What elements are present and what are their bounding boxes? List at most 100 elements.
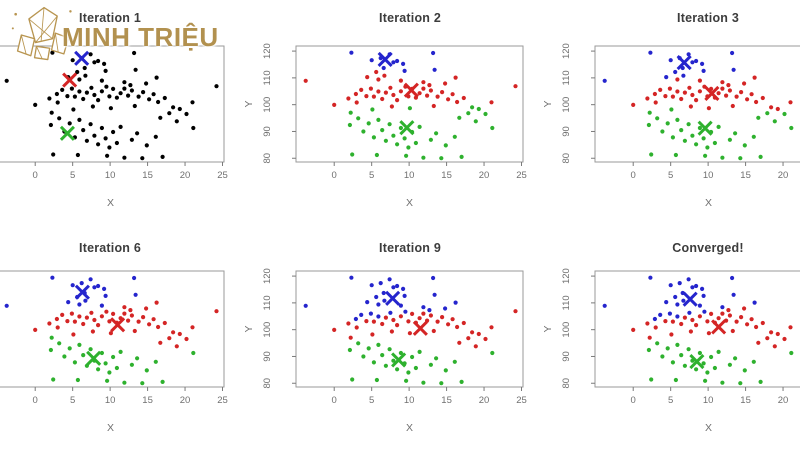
data-point: [398, 303, 403, 308]
data-point: [353, 316, 358, 322]
data-point: [669, 107, 674, 112]
data-point: [83, 73, 88, 78]
data-point: [726, 83, 731, 88]
data-point: [84, 90, 89, 95]
data-point: [141, 315, 146, 320]
data-point: [156, 99, 161, 105]
data-point: [679, 128, 684, 133]
data-point: [51, 377, 56, 382]
data-point: [332, 327, 337, 332]
data-point: [129, 137, 134, 142]
data-point: [88, 52, 93, 57]
data-point: [388, 310, 393, 315]
data-point: [391, 60, 396, 65]
data-point: [48, 122, 54, 128]
data-point: [476, 331, 481, 337]
red-centroid-x-mark: [412, 320, 428, 336]
panel-iteration-1: 0 5 10 15 20 25 X: [0, 45, 228, 209]
data-point: [765, 111, 770, 116]
panel-title-iteration-3: Iteration 3: [677, 11, 739, 25]
data-point: [751, 134, 756, 139]
data-point: [673, 152, 679, 158]
data-point: [376, 89, 381, 94]
data-point: [387, 122, 392, 127]
data-point: [376, 77, 381, 82]
data-point: [730, 50, 735, 56]
data-point: [700, 61, 705, 66]
data-point: [356, 116, 361, 121]
data-point: [133, 292, 138, 297]
data-point: [156, 324, 161, 330]
data-point: [690, 285, 695, 290]
data-point: [122, 86, 127, 91]
data-point: [682, 363, 688, 368]
data-point: [417, 349, 422, 354]
data-point: [49, 335, 54, 340]
data-point: [461, 95, 466, 101]
data-point: [365, 75, 370, 80]
data-point: [648, 275, 653, 280]
data-point: [446, 97, 451, 102]
data-point: [361, 129, 366, 134]
data-point: [374, 294, 379, 300]
data-point: [144, 368, 149, 373]
data-point: [107, 370, 112, 375]
data-point: [62, 354, 67, 359]
data-point: [686, 347, 691, 352]
data-point: [77, 314, 82, 319]
data-point: [730, 103, 735, 109]
data-point: [675, 77, 680, 82]
data-point: [348, 335, 353, 340]
x-tick-label: 15: [441, 395, 452, 406]
data-point: [96, 58, 101, 64]
data-point: [122, 305, 127, 310]
data-point: [136, 319, 141, 324]
y-tick-label: 120: [262, 268, 273, 284]
data-point: [383, 315, 388, 320]
data-point: [670, 94, 676, 99]
data-point: [72, 319, 77, 324]
data-point: [122, 155, 127, 160]
data-point: [434, 131, 439, 136]
x-tick-label: 10: [105, 395, 116, 406]
data-point: [682, 90, 688, 95]
data-point: [144, 81, 149, 86]
data-point: [395, 98, 400, 103]
data-point: [701, 361, 706, 366]
data-point: [33, 102, 38, 107]
data-point: [114, 95, 119, 100]
x-tick-label: 15: [142, 395, 153, 406]
data-point: [667, 86, 673, 91]
x-tick-label: 20: [778, 395, 789, 406]
data-point: [453, 300, 458, 305]
centroids-layer: [377, 51, 419, 136]
data-point: [129, 313, 134, 318]
data-point: [427, 308, 432, 313]
data-point: [775, 331, 780, 337]
data-point: [398, 89, 403, 94]
data-point: [103, 68, 108, 73]
data-point: [720, 80, 725, 85]
data-point: [705, 319, 710, 324]
centroids-layer: [682, 291, 727, 370]
x-tick-label: 20: [479, 395, 490, 406]
data-point: [450, 92, 455, 97]
data-point: [350, 152, 355, 157]
x-tick-label: 5: [70, 395, 75, 406]
blue-centroid-x-mark: [74, 284, 90, 300]
data-point: [421, 155, 426, 160]
data-point: [88, 347, 93, 352]
green-centroid-x-mark: [689, 353, 705, 370]
data-point: [742, 143, 747, 148]
data-point: [79, 281, 84, 286]
data-point: [83, 298, 88, 303]
data-point: [65, 319, 70, 324]
data-point: [92, 317, 97, 323]
data-point: [476, 106, 481, 112]
data-point: [443, 81, 448, 86]
data-point: [668, 58, 673, 63]
data-point: [679, 353, 684, 358]
y-tick-label: 90: [262, 126, 273, 137]
